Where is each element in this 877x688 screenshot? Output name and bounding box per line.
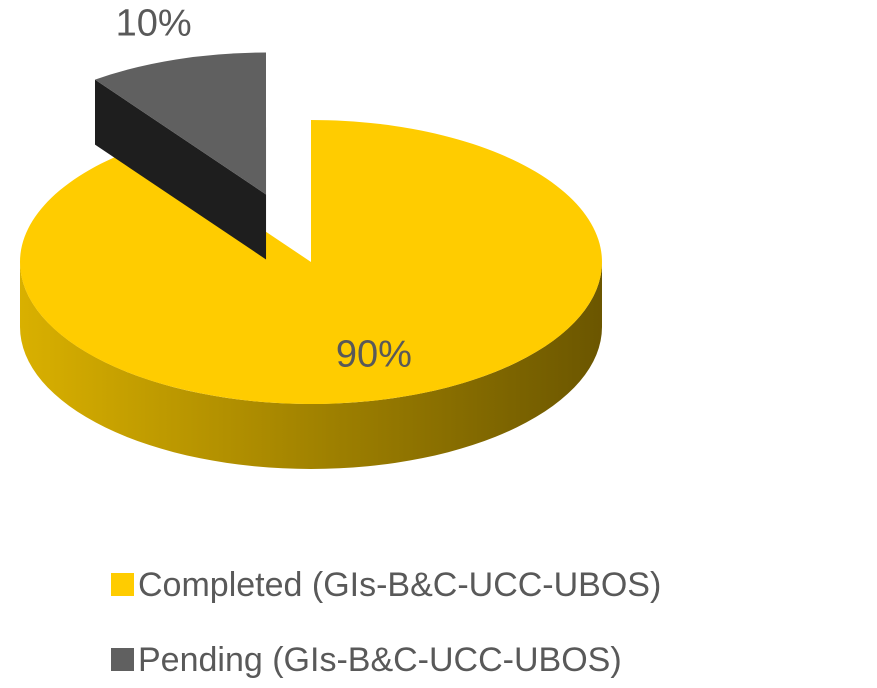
legend-label: Completed (GIs-B&C-UCC-UBOS) [138, 566, 661, 604]
slice [19, 120, 602, 469]
data-label: 90% [336, 334, 412, 376]
legend-swatch [111, 573, 134, 596]
legend-label: Pending (GIs-B&C-UCC-UBOS) [138, 641, 622, 679]
slice-top [19, 120, 602, 404]
slice-top [95, 52, 267, 195]
slice-wall [95, 79, 267, 260]
slice [95, 52, 267, 260]
data-label: 10% [116, 3, 192, 45]
slice-side [20, 262, 602, 469]
legend-swatch [111, 648, 134, 671]
